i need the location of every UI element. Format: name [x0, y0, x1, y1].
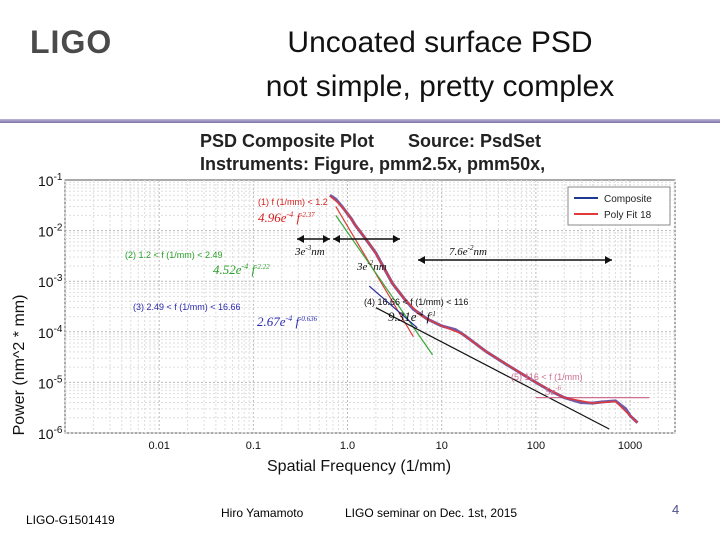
polyfit-series	[329, 195, 639, 424]
author-name: Hiro Yamamoto	[221, 506, 304, 520]
slide-subtitle: not simple, pretty complex	[265, 70, 615, 103]
header-divider	[0, 119, 720, 123]
range-arrowhead-right-1	[323, 235, 330, 243]
slide-title: Uncoated surface PSD	[287, 26, 593, 59]
page-number: 4	[672, 502, 680, 517]
range-arrowhead-right-2	[393, 235, 400, 243]
legend-label-polyfit: Poly Fit 18	[604, 210, 652, 221]
x-tick-label: 10	[436, 440, 448, 452]
x-tick-label: 1000	[618, 440, 642, 452]
fit-line-3	[368, 285, 418, 329]
chart-instruments: Instruments: Figure, pmm2.5x, pmm50x,	[200, 154, 545, 174]
x-tick-label: 0.01	[148, 440, 169, 452]
x-axis-label: Spatial Frequency (1/mm)	[267, 458, 451, 475]
event-name: LIGO seminar on Dec. 1st, 2015	[345, 506, 518, 520]
x-tick-label: 0.1	[246, 440, 261, 452]
annotation-label: (4) 16.66 < f (1/mm) < 116	[364, 297, 468, 307]
fit-line-4	[375, 307, 610, 430]
annotation-label: 3e-2nm	[356, 259, 387, 273]
range-arrowhead-left-2	[333, 235, 340, 243]
range-arrowhead-right-3	[605, 256, 612, 264]
y-axis-label: Power (nm^2 * mm)	[11, 295, 28, 436]
annotation-label: (2) 1.2 < f (1/mm) < 2.49	[125, 250, 223, 260]
x-tick-label: 1.0	[340, 440, 355, 452]
document-id: LIGO-G1501419	[26, 513, 115, 527]
annotation-label: 7.6e-2nm	[449, 244, 487, 258]
chart-source: Source: PsdSet	[408, 131, 541, 151]
annotation-label: (5) 116 < f (1/mm)	[511, 372, 583, 382]
range-arrowhead-left-3	[418, 256, 425, 264]
annotation-label: (3) 2.49 < f (1/mm) < 16.66	[133, 302, 241, 312]
annotation-label: 3e-3nm	[294, 244, 325, 258]
legend: Composite Poly Fit 18	[567, 186, 671, 226]
chart-title: PSD Composite Plot	[200, 131, 374, 151]
annotation-label: (1) f (1/mm) < 1.2	[258, 197, 328, 207]
ligo-logo: LIGO	[30, 24, 113, 60]
range-arrowhead-left-1	[297, 235, 304, 243]
legend-box	[567, 186, 671, 226]
legend-label-composite: Composite	[604, 194, 652, 205]
x-tick-label: 100	[527, 440, 545, 452]
psd-chart: 0.01 0.1 1.0 10 100 100010-110-210-310-410-51…	[0, 125, 720, 485]
annotation-label: 9.31e-4 f-1	[388, 309, 436, 324]
